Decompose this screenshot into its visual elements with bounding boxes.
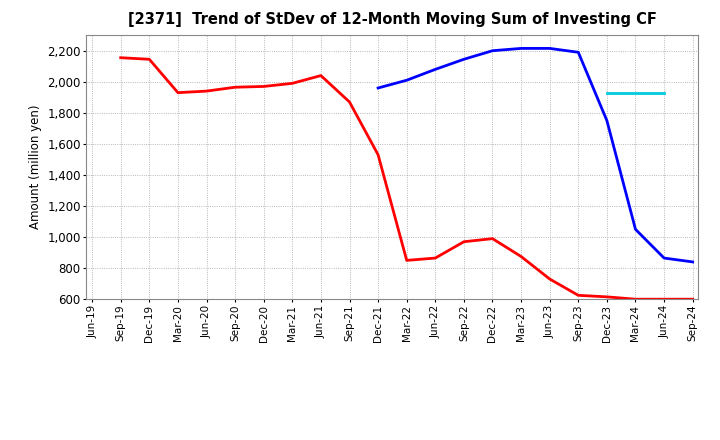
3 Years (688, 297, 697, 302)
5 Years (459, 57, 468, 62)
Line: 5 Years: 5 Years (378, 48, 693, 262)
Y-axis label: Amount (million yen): Amount (million yen) (29, 105, 42, 229)
3 Years (603, 294, 611, 300)
3 Years (374, 152, 382, 158)
3 Years (545, 276, 554, 282)
3 Years (145, 57, 153, 62)
5 Years (631, 227, 640, 232)
3 Years (345, 99, 354, 105)
5 Years (431, 67, 440, 72)
7 Years (603, 90, 611, 95)
3 Years (202, 88, 211, 94)
3 Years (259, 84, 268, 89)
3 Years (488, 236, 497, 241)
3 Years (288, 81, 297, 86)
5 Years (374, 85, 382, 91)
Line: 3 Years: 3 Years (121, 58, 693, 299)
5 Years (574, 50, 582, 55)
3 Years (117, 55, 125, 60)
Title: [2371]  Trend of StDev of 12-Month Moving Sum of Investing CF: [2371] Trend of StDev of 12-Month Moving… (128, 12, 657, 27)
5 Years (603, 118, 611, 123)
5 Years (402, 77, 411, 83)
3 Years (631, 297, 640, 302)
3 Years (402, 258, 411, 263)
3 Years (174, 90, 182, 95)
3 Years (317, 73, 325, 78)
3 Years (431, 255, 440, 260)
3 Years (574, 293, 582, 298)
5 Years (688, 259, 697, 264)
7 Years (660, 90, 668, 95)
5 Years (545, 46, 554, 51)
3 Years (517, 254, 526, 259)
5 Years (517, 46, 526, 51)
3 Years (660, 297, 668, 302)
7 Years (631, 90, 640, 95)
3 Years (231, 84, 240, 90)
3 Years (459, 239, 468, 244)
5 Years (660, 255, 668, 260)
5 Years (488, 48, 497, 53)
